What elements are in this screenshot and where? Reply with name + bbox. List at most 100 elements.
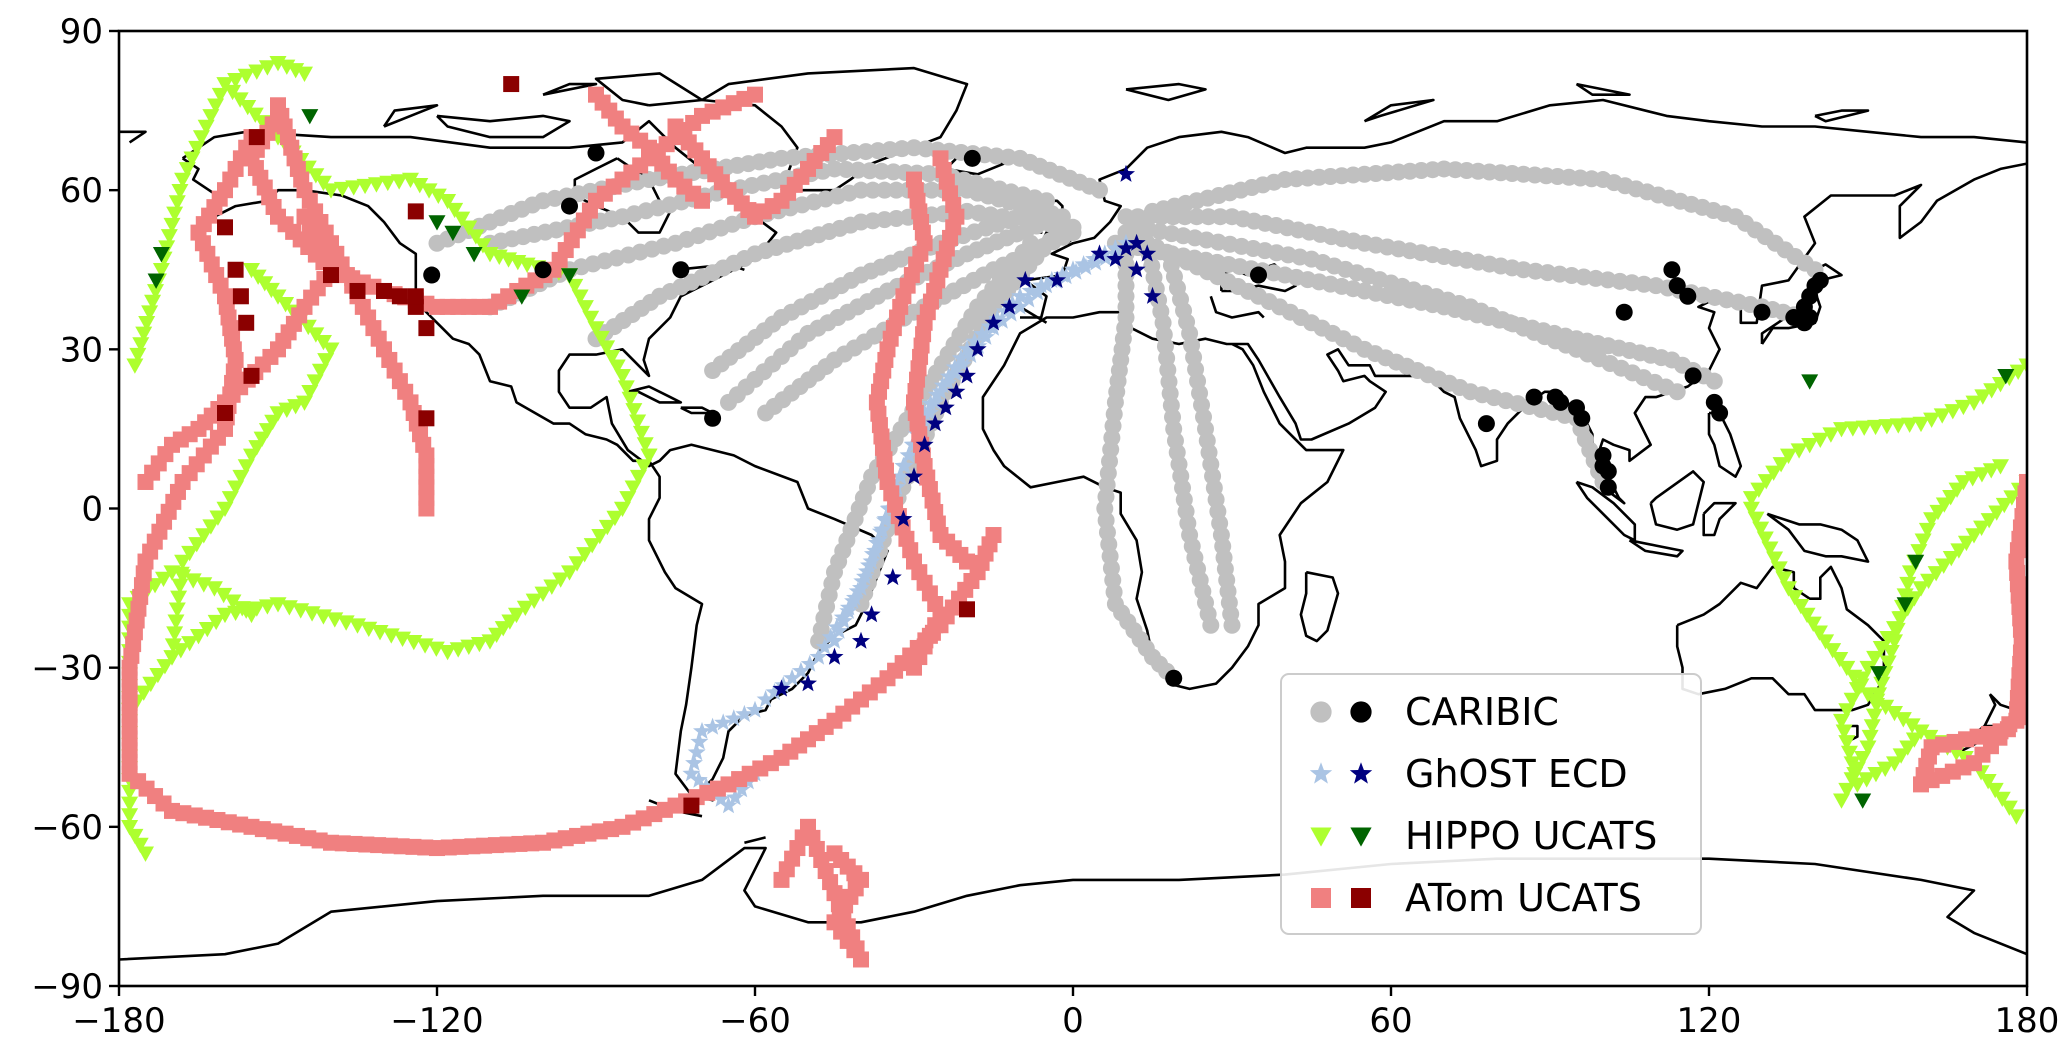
hippo-ucats-point <box>382 628 400 644</box>
x-tick-label: −180 <box>72 1001 165 1041</box>
ghost-ecd-point <box>791 661 810 679</box>
hippo-ucats-point <box>566 278 584 295</box>
hippo-ucats-highlight-point <box>1907 554 1925 571</box>
hippo-ucats-point <box>1757 474 1775 490</box>
ghost-ecd-point <box>735 704 754 722</box>
hippo-ucats-point <box>1992 459 2009 475</box>
hippo-ucats-point <box>1817 634 1835 650</box>
caribic-point <box>1211 208 1229 226</box>
ghost-ecd-point <box>933 376 952 394</box>
hippo-ucats-point <box>420 183 438 199</box>
caribic-point <box>1202 616 1220 634</box>
caribic-highlight-point <box>1250 266 1267 284</box>
ghost-ecd-point <box>693 721 711 739</box>
x-tick-label: 180 <box>1995 1001 2060 1041</box>
y-tick-label: 0 <box>81 490 103 530</box>
hippo-ucats-point <box>207 614 225 631</box>
hippo-ucats-point <box>1973 467 1991 483</box>
hippo-ucats-point <box>135 326 153 342</box>
hippo-ucats-point <box>1770 561 1788 577</box>
hippo-ucats-point <box>258 60 276 76</box>
caribic-point <box>1668 383 1686 401</box>
hippo-ucats-highlight-point <box>513 289 531 305</box>
hippo-ucats-highlight-point <box>1870 666 1888 682</box>
hippo-ucats-point <box>181 545 199 562</box>
series-atom-ucats-highlight <box>217 76 975 814</box>
hippo-ucats-point <box>131 837 149 854</box>
hippo-ucats-point <box>360 621 378 638</box>
atom-ucats-point <box>773 871 790 888</box>
hippo-ucats-point <box>1831 652 1849 668</box>
hippo-ucats-point <box>439 644 457 661</box>
ghost-ecd-point <box>952 349 970 367</box>
hippo-ucats-point <box>1742 491 1760 507</box>
hippo-ucats-point <box>640 448 658 464</box>
ghost-ecd-point <box>1074 255 1093 273</box>
ghost-ecd-highlight-point <box>1117 239 1135 257</box>
atom-ucats-point <box>2015 496 2027 513</box>
atom-ucats-point <box>2019 473 2027 490</box>
ghost-ecd-highlight-point <box>862 605 881 623</box>
caribic-point <box>757 404 775 422</box>
ghost-ecd-highlight-point <box>968 339 987 357</box>
hippo-ucats-point <box>1886 756 1903 772</box>
hippo-ucats-point <box>1835 724 1853 740</box>
hippo-ucats-point <box>1810 625 1828 641</box>
coastline <box>1766 512 1870 563</box>
hippo-ucats-point <box>1986 782 2004 799</box>
legend: CARIBIC GhOST ECD HIPPO UCATS ATom UCATS <box>1280 673 1702 935</box>
ghost-ecd-highlight-point <box>1000 297 1019 315</box>
ghost-ecd-point <box>714 713 733 731</box>
ghost-ecd-point <box>765 683 784 701</box>
ghost-ecd-point <box>1086 253 1105 271</box>
ghost-ecd-point <box>732 780 751 798</box>
hippo-ucats-point <box>333 181 351 198</box>
hippo-ucats-point <box>402 172 419 189</box>
hippo-ucats-point <box>1858 772 1876 788</box>
hippo-ucats-point <box>1861 729 1879 746</box>
caribic-highlight-point <box>1795 314 1813 332</box>
ghost-ecd-point <box>726 788 745 806</box>
caribic-point <box>887 181 905 199</box>
hippo-ucats-point <box>1859 740 1877 756</box>
ghost-ecd-point <box>873 520 892 538</box>
ghost-ecd-highlight-point <box>1117 164 1135 182</box>
hippo-ucats-point <box>1838 735 1856 751</box>
hippo-ucats-point <box>216 607 234 624</box>
data-points <box>121 56 2027 968</box>
hippo-ucats-point <box>629 414 647 430</box>
caribic-point <box>958 181 976 199</box>
ghost-ecd-highlight-point <box>1106 249 1125 267</box>
atom-ucats-highlight-point <box>376 282 392 299</box>
ghost-ecd-point <box>995 302 1014 320</box>
atom-ucats-point <box>826 129 843 146</box>
hippo-ucats-point <box>591 528 609 545</box>
hippo-ucats-point <box>592 330 610 347</box>
hippo-ucats-point <box>322 342 340 358</box>
caribic-point <box>1188 208 1206 226</box>
hippo-ucats-point <box>614 501 631 517</box>
hippo-ucats-point <box>356 178 374 195</box>
hippo-ucats-point <box>171 184 189 200</box>
hippo-ucats-point <box>227 480 245 496</box>
hippo-ucats-point <box>568 556 586 572</box>
caribic-point <box>923 181 941 199</box>
ghost-ecd-highlight-point <box>1016 270 1035 288</box>
hippo-ucats-point <box>1901 417 1919 433</box>
ghost-ecd-point <box>931 382 950 400</box>
hippo-ucats-point <box>534 586 552 602</box>
x-tick-label: −60 <box>719 1001 791 1041</box>
series-hippo-ucats-highlight <box>147 109 2015 809</box>
hippo-ucats-point <box>1933 408 1951 424</box>
hippo-ucats-point <box>237 68 255 85</box>
hippo-ucats-point <box>1843 692 1861 708</box>
ghost-ecd-point <box>685 753 703 771</box>
hippo-ucats-point <box>163 217 181 234</box>
ghost-ecd-highlight-point <box>1127 260 1146 278</box>
coastline <box>1575 82 1631 96</box>
hippo-ucats-point <box>216 501 234 517</box>
atom-ucats-highlight-point <box>418 410 435 427</box>
hippo-ucats-point <box>1792 598 1810 615</box>
hippo-ucats-point <box>135 685 153 701</box>
caribic-highlight-point <box>1552 393 1570 411</box>
